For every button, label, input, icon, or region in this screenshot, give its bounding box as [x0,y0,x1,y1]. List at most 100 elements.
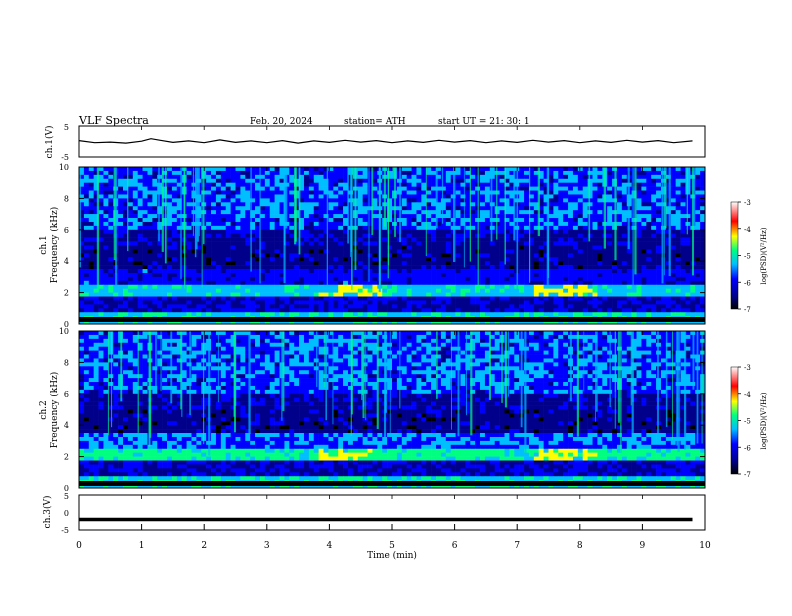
spec1-cell [108,198,114,203]
spec1-cell [621,194,628,199]
spec1-cell [289,249,295,254]
spec1-cell [250,276,256,282]
spec1-cell [79,229,85,235]
spec1-cell [387,272,393,278]
spec1-cell [406,241,412,246]
spec1-cell [504,194,510,199]
spec1-cell [127,206,134,211]
spec1-cell [675,186,681,191]
spec1-cell [563,214,569,219]
spec1-cell [597,206,603,211]
spec1-cell [362,229,368,235]
spec1-cell [572,190,579,195]
spec1-cell [313,304,319,309]
spec1-cell [299,202,305,207]
spec1-cell [186,292,192,297]
spec1-cell [646,229,652,235]
spec1-cell [367,312,373,317]
spec1-cell [201,296,207,301]
spec1-cell [372,214,378,219]
spec1-cell [162,265,168,270]
spec1-cell [162,312,168,317]
spec1-cell [465,225,471,231]
spec1-cell [670,296,676,301]
spec1-cell [294,312,300,317]
spec1-cell [396,265,403,270]
spec1-cell [685,245,691,250]
spec1-cell [656,241,662,246]
spec1-cell [460,308,466,313]
spec1-cell [411,245,417,250]
spec1-cell [509,190,515,195]
spec1-cell [509,229,515,235]
spec1-cell [289,194,295,199]
spec1-cell [489,229,495,235]
spec1-cell [387,174,393,180]
spec1-cell [465,241,471,246]
spec1-cell [338,229,344,235]
spec1-cell [494,269,500,274]
spec1-cell [191,253,197,258]
spec1-cell [651,178,657,183]
spec1-cell [489,174,495,180]
spec1-cell [313,241,319,246]
spec1-cell [416,233,422,238]
spec1-cell [313,194,319,199]
spec1-cell [206,265,212,270]
spec1-cell [631,304,637,309]
spec1-cell [631,210,637,215]
spec1-cell [504,174,510,180]
station-label: station= ATH [344,117,406,127]
spec1-cell [245,280,251,286]
spec1-cell [294,296,300,301]
spec1-cell [362,292,368,297]
spec1-cell [406,206,412,211]
spec1-cell [240,170,246,176]
spec1-cell [431,229,437,235]
spec1-cell [171,202,178,207]
spec1-cell [264,257,271,262]
spec1-cell [592,206,598,211]
spec1-cell [524,272,530,278]
spec1-cell [587,198,593,203]
spec1-cell [230,292,236,297]
spec1-cell [465,214,471,219]
spec1-cell [147,214,153,219]
spec1-cell [88,245,94,250]
spec1-cell [460,276,466,282]
spec1-cell [509,257,515,262]
spec1-cell [641,170,647,176]
spec1-cell [636,194,642,199]
spec1-cell [279,272,285,278]
spec1-cell [338,221,344,227]
spec1-cell [333,237,339,242]
spec1-cell [98,253,104,258]
spec1-cell [548,312,554,317]
spec1-cell [201,272,207,278]
spec1-cell [152,170,158,176]
spec1-cell [328,261,334,266]
spec1-cell [274,284,280,289]
spec1-cell [220,174,227,180]
spec1-cell [641,257,647,262]
spec1-cell [616,233,623,238]
spec1-cell [196,253,202,258]
spec1-cell [142,218,148,223]
spec1-cell [396,308,403,313]
spec1-cell [108,241,114,246]
spec1-cell [259,300,266,305]
spec1-cell [245,288,251,293]
spec1-cell [255,186,261,191]
spec1-cell [656,308,662,313]
spec1-cell [548,237,554,242]
spec1-cell [480,233,486,238]
spec1-cell [211,221,217,227]
spec1-cell [259,312,266,317]
spec1-cell [460,202,466,207]
spec1-cell [431,170,437,176]
spec1-cell [264,308,271,313]
spec1-cell [142,174,148,180]
spec1-cell [83,167,90,172]
spec1-cell [445,300,451,305]
spec1-cell [147,312,153,317]
